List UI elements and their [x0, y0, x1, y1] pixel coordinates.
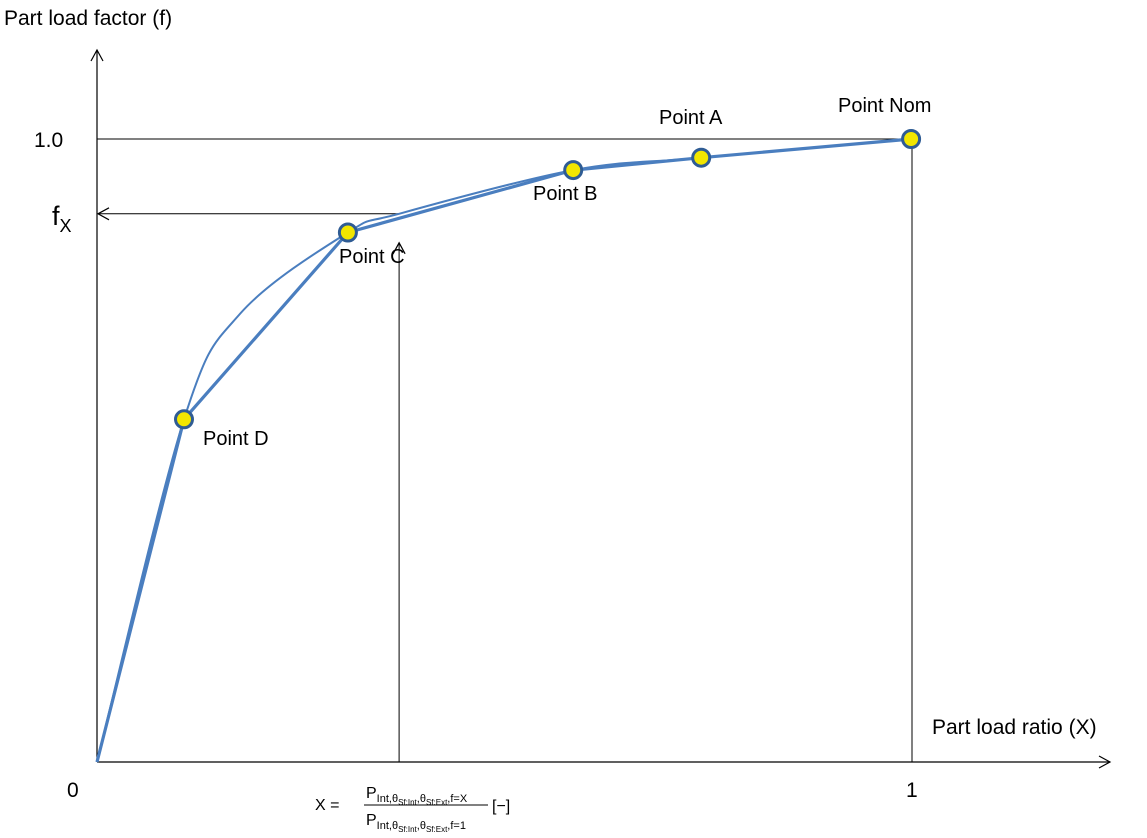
x-axis-title: Part load ratio (X) [932, 716, 1097, 739]
formula-num-p: P [366, 785, 377, 802]
point-c-label: Point C [339, 246, 405, 268]
marker-point-b [563, 160, 584, 181]
formula-num-tail: ,f=X [447, 793, 468, 805]
formula-num-sub1: Sf:Int [398, 798, 417, 807]
y-axis-title: Part load factor (f) [4, 7, 172, 30]
formula-numerator: PInt,θSf:Int,θSf:Ext,f=X [366, 785, 468, 807]
y-one-tick-label: 1.0 [34, 129, 63, 152]
x-formula: X = PInt,θSf:Int,θSf:Ext,f=X PInt,θSf:In… [315, 785, 510, 834]
marker-point-a [691, 147, 712, 168]
fx-label-main: f [52, 201, 60, 231]
fx-label: fX [52, 201, 72, 236]
point-markers [174, 129, 922, 430]
marker-point-d [174, 409, 194, 430]
formula-den-mid: ,θ [417, 820, 426, 832]
point-b-label: Point B [533, 183, 597, 205]
marker-point-nom [901, 129, 922, 149]
formula-suffix: [−] [492, 798, 510, 815]
formula-den-sub1: Sf:Int [398, 825, 417, 834]
formula-den-sub2: Sf:Ext [426, 825, 448, 834]
fx-label-sub: X [60, 216, 72, 236]
marker-point-c [337, 222, 358, 243]
formula-den-tail: ,f=1 [447, 820, 466, 832]
origin-tick-label: 0 [67, 779, 79, 802]
formula-denominator: PInt,θSf:Int,θSf:Ext,f=1 [366, 812, 466, 834]
point-nom-label: Point Nom [838, 95, 931, 117]
formula-num-mid: ,θ [417, 793, 426, 805]
formula-den-p: P [366, 812, 377, 829]
series-thick-line [95, 137, 912, 763]
x-one-tick-label: 1 [906, 779, 918, 802]
formula-num-sub2: Sf:Ext [426, 798, 448, 807]
series-thin-curve [96, 138, 912, 763]
point-a-label: Point A [659, 107, 723, 129]
formula-prefix: X = [315, 797, 339, 814]
formula-num-sub: Int,θ [377, 793, 398, 805]
formula-den-sub: Int,θ [377, 820, 398, 832]
point-d-label: Point D [203, 428, 269, 450]
